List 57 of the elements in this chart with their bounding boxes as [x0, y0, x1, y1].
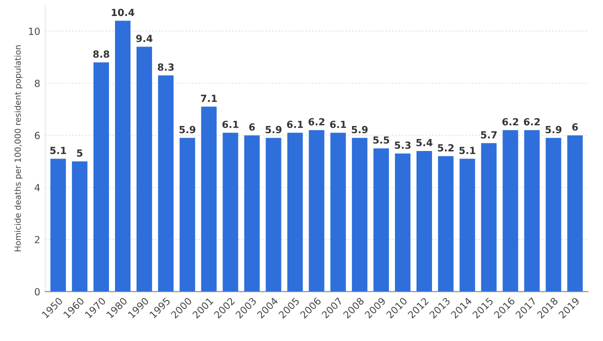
- bar: [546, 138, 562, 292]
- bar: [460, 158, 476, 292]
- bar: [373, 148, 389, 292]
- data-label: 8.3: [158, 63, 174, 71]
- bar: [266, 138, 282, 292]
- bar: [416, 150, 432, 292]
- data-label: 6.1: [222, 120, 238, 128]
- bar: [330, 132, 346, 292]
- bar: [244, 135, 260, 292]
- bar: [438, 156, 454, 292]
- y-tick-label: 6: [34, 132, 40, 140]
- bar: [93, 62, 109, 292]
- data-label: 6.2: [524, 118, 540, 126]
- bar: [136, 46, 152, 292]
- data-label: 8.8: [93, 50, 110, 58]
- data-label: 5.9: [266, 126, 282, 134]
- data-label: 6.1: [330, 120, 346, 128]
- data-label: 10.4: [112, 8, 134, 16]
- y-tick-label: 8: [34, 80, 40, 88]
- bar: [115, 20, 131, 292]
- bar: [201, 106, 217, 292]
- data-label: 6.2: [502, 118, 518, 126]
- y-tick-label: 2: [34, 236, 40, 244]
- data-label: 5.5: [373, 136, 390, 144]
- data-label: 5.3: [394, 142, 411, 149]
- data-label: 6.2: [308, 118, 324, 126]
- data-label: 5.7: [481, 131, 497, 138]
- bar: [158, 75, 174, 292]
- bar: [308, 130, 324, 292]
- bar: [481, 143, 497, 292]
- bar: [394, 154, 410, 292]
- y-tick-label: 0: [34, 288, 40, 296]
- data-label: 6: [249, 123, 255, 131]
- y-tick-label: 10: [29, 28, 40, 35]
- data-label: 5.1: [459, 146, 476, 154]
- bar: [567, 135, 583, 292]
- data-label: 6.1: [287, 120, 303, 128]
- data-label: 5.1: [50, 146, 66, 154]
- data-label: 7.1: [200, 94, 217, 102]
- data-label: 9.4: [136, 34, 152, 42]
- data-label: 6: [572, 123, 578, 131]
- bar: [287, 132, 303, 292]
- data-label: 5.9: [180, 126, 196, 134]
- y-tick-label: 4: [34, 184, 40, 192]
- bar: [50, 158, 66, 292]
- data-label: 5: [77, 149, 82, 157]
- data-label: 5.9: [546, 126, 562, 134]
- bar: [72, 161, 88, 292]
- y-axis-title: Homicide deaths per 100,000 resident population: [14, 45, 22, 252]
- bar: [524, 130, 540, 292]
- bar: [502, 130, 518, 292]
- data-label: 5.4: [416, 139, 432, 146]
- data-label: 5.9: [352, 126, 368, 134]
- data-label: 5.2: [438, 144, 454, 152]
- bar: [222, 132, 238, 292]
- bar: [180, 138, 196, 292]
- bar: [352, 138, 368, 292]
